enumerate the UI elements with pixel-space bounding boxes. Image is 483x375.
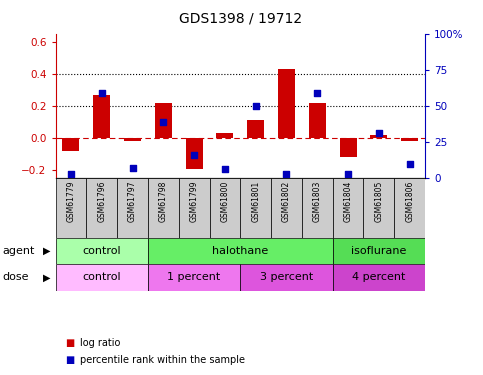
Text: ■: ■ xyxy=(65,338,74,348)
Bar xyxy=(62,138,79,151)
Text: control: control xyxy=(83,273,121,282)
Bar xyxy=(148,178,179,238)
Bar xyxy=(117,178,148,238)
Bar xyxy=(216,133,233,138)
Text: GSM61801: GSM61801 xyxy=(251,180,260,222)
Text: GSM61804: GSM61804 xyxy=(343,180,353,222)
Bar xyxy=(333,264,425,291)
Bar xyxy=(210,178,240,238)
Point xyxy=(375,130,383,136)
Bar xyxy=(185,138,202,168)
Text: control: control xyxy=(83,246,121,256)
Bar xyxy=(240,178,271,238)
Point xyxy=(252,103,259,109)
Bar xyxy=(333,238,425,264)
Text: percentile rank within the sample: percentile rank within the sample xyxy=(80,355,245,365)
Point xyxy=(344,171,352,177)
Text: GSM61797: GSM61797 xyxy=(128,180,137,222)
Point xyxy=(190,152,198,158)
Text: GSM61802: GSM61802 xyxy=(282,180,291,222)
Bar xyxy=(148,238,333,264)
Bar xyxy=(148,264,241,291)
Text: GSM61798: GSM61798 xyxy=(159,180,168,222)
Text: GSM61806: GSM61806 xyxy=(405,180,414,222)
Text: ▶: ▶ xyxy=(43,273,51,282)
Bar xyxy=(370,135,387,138)
Text: 1 percent: 1 percent xyxy=(168,273,221,282)
Bar xyxy=(364,178,394,238)
Text: 3 percent: 3 percent xyxy=(260,273,313,282)
Bar xyxy=(86,178,117,238)
Text: GSM61805: GSM61805 xyxy=(374,180,384,222)
Text: 4 percent: 4 percent xyxy=(352,273,406,282)
Point xyxy=(67,171,75,177)
Text: GDS1398 / 19712: GDS1398 / 19712 xyxy=(179,11,302,25)
Bar xyxy=(241,264,333,291)
Text: halothane: halothane xyxy=(212,246,269,256)
Text: dose: dose xyxy=(2,273,29,282)
Point xyxy=(221,166,229,172)
Bar xyxy=(93,95,110,138)
Text: log ratio: log ratio xyxy=(80,338,120,348)
Text: GSM61779: GSM61779 xyxy=(67,180,75,222)
Bar xyxy=(271,178,302,238)
Bar xyxy=(340,138,356,157)
Text: ■: ■ xyxy=(65,355,74,365)
Text: isoflurane: isoflurane xyxy=(351,246,407,256)
Text: GSM61799: GSM61799 xyxy=(190,180,199,222)
Bar xyxy=(302,178,333,238)
Point xyxy=(313,90,321,96)
Point xyxy=(128,165,136,171)
Bar xyxy=(247,120,264,138)
Text: agent: agent xyxy=(2,246,35,256)
Point xyxy=(283,171,290,177)
Bar xyxy=(155,103,172,138)
Bar xyxy=(56,178,86,238)
Bar xyxy=(124,138,141,141)
Bar xyxy=(278,69,295,138)
Text: GSM61800: GSM61800 xyxy=(220,180,229,222)
Bar xyxy=(394,178,425,238)
Bar xyxy=(309,103,326,138)
Point xyxy=(406,160,413,166)
Bar xyxy=(56,238,148,264)
Bar xyxy=(401,138,418,141)
Text: GSM61796: GSM61796 xyxy=(97,180,106,222)
Point xyxy=(98,90,106,96)
Bar xyxy=(179,178,210,238)
Bar xyxy=(333,178,364,238)
Text: ▶: ▶ xyxy=(43,246,51,256)
Bar xyxy=(56,264,148,291)
Text: GSM61803: GSM61803 xyxy=(313,180,322,222)
Point xyxy=(159,119,167,125)
